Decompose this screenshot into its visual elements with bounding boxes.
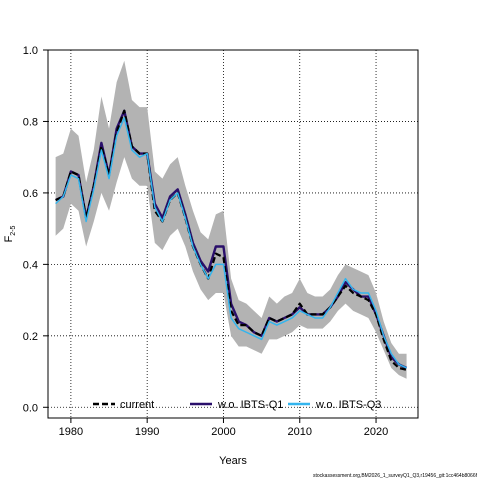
y-axis-title: F2-5 bbox=[3, 225, 17, 242]
x-tick-label: 2010 bbox=[288, 426, 312, 438]
y-tick-label: 0.0 bbox=[23, 402, 38, 414]
legend: current w.o. IBTS-Q1 w.o. IBTS-Q3 bbox=[93, 399, 381, 411]
legend-label: w.o. IBTS-Q1 bbox=[217, 399, 283, 411]
legend-label: w.o. IBTS-Q3 bbox=[315, 399, 381, 411]
x-tick-label: 2000 bbox=[211, 426, 235, 438]
legend-label: current bbox=[120, 399, 154, 411]
y-axis-title-subscript: 2-5 bbox=[10, 225, 17, 235]
confidence-band bbox=[55, 60, 407, 379]
y-tick-label: 0.6 bbox=[23, 188, 38, 200]
plot-area-border bbox=[47, 49, 419, 419]
series-layer bbox=[55, 109, 408, 371]
y-tick-label: 0.8 bbox=[23, 116, 38, 128]
y-tick-label: 0.2 bbox=[23, 331, 38, 343]
axis-ticks: 1980 1990 2000 2010 2020 0.0 0.2 0.4 0.6 0.8 1.0 bbox=[23, 45, 389, 438]
series-line-3 bbox=[55, 117, 407, 369]
x-axis-title: Years bbox=[219, 455, 247, 467]
x-tick-label: 2020 bbox=[364, 426, 388, 438]
x-tick-label: 1980 bbox=[59, 426, 83, 438]
y-tick-label: 1.0 bbox=[23, 45, 38, 57]
footer-source: stockassessment.org,BM2026_1_surveyQ1_Q3… bbox=[313, 473, 477, 479]
y-axis-title-main: F bbox=[3, 235, 15, 242]
x-tick-label: 1990 bbox=[135, 426, 159, 438]
y-tick-label: 0.4 bbox=[23, 259, 38, 271]
